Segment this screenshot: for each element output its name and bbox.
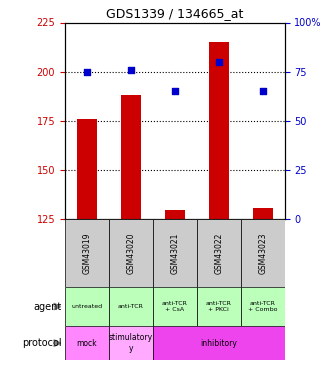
Bar	[165, 210, 185, 219]
Bar	[241, 287, 285, 326]
Point	[128, 67, 134, 73]
Text: anti-TCR: anti-TCR	[118, 304, 144, 309]
Text: GSM43023: GSM43023	[258, 232, 267, 274]
Text: GSM43022: GSM43022	[214, 232, 223, 274]
Text: mock: mock	[77, 339, 97, 348]
Text: anti-TCR
+ PKCi: anti-TCR + PKCi	[206, 301, 232, 312]
Bar	[153, 219, 197, 287]
Bar	[65, 219, 109, 287]
Text: anti-TCR
+ CsA: anti-TCR + CsA	[162, 301, 188, 312]
Bar	[65, 287, 109, 326]
Bar	[109, 219, 153, 287]
Point	[84, 69, 90, 75]
Text: GSM43021: GSM43021	[170, 232, 179, 274]
Bar	[241, 219, 285, 287]
Text: GSM43019: GSM43019	[82, 232, 92, 274]
Bar	[109, 326, 153, 360]
Text: untreated: untreated	[71, 304, 103, 309]
Bar	[65, 326, 109, 360]
Bar	[153, 287, 197, 326]
Text: agent: agent	[33, 302, 62, 312]
Text: GSM43020: GSM43020	[126, 232, 136, 274]
Title: GDS1339 / 134665_at: GDS1339 / 134665_at	[106, 7, 243, 20]
Bar	[109, 287, 153, 326]
Text: inhibitory: inhibitory	[200, 339, 237, 348]
Bar	[209, 42, 229, 219]
Text: ■: ■	[72, 374, 82, 375]
Point	[172, 88, 177, 94]
Bar	[253, 208, 273, 219]
Point	[216, 59, 221, 65]
Text: stimulatory
y: stimulatory y	[109, 333, 153, 353]
Text: anti-TCR
+ Combo: anti-TCR + Combo	[248, 301, 277, 312]
Bar	[77, 119, 97, 219]
Bar	[197, 287, 241, 326]
Text: protocol: protocol	[22, 338, 62, 348]
Bar	[197, 219, 241, 287]
Point	[260, 88, 265, 94]
Bar	[121, 95, 141, 219]
Bar	[153, 326, 285, 360]
